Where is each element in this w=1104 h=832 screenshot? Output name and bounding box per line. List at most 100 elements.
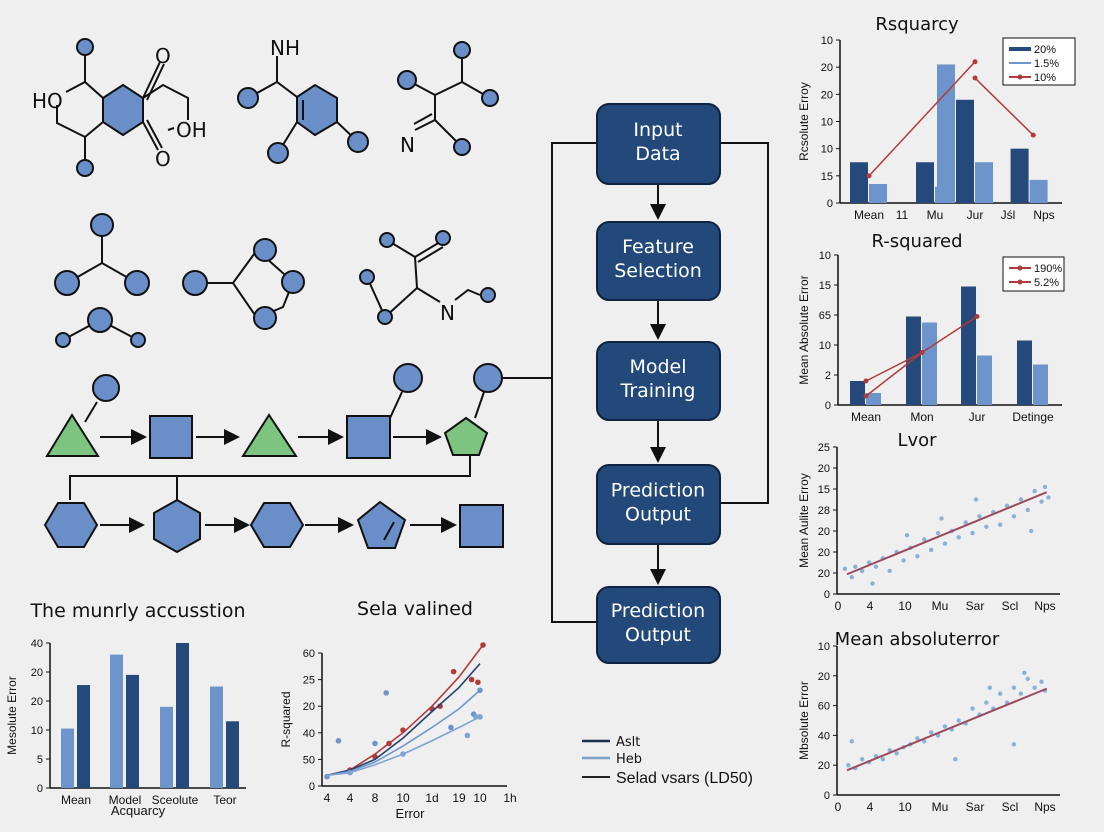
y-tick-label: 0 [824,589,830,601]
bar [937,64,955,203]
bar [961,286,976,405]
bar [866,393,881,405]
scatter-point [970,530,975,536]
x-tick-label: Mean [854,208,884,222]
scatter-point [849,739,854,744]
line-marker [450,668,457,675]
legend-label: 190% [1034,263,1062,275]
x-tick-label: 11 [896,208,909,222]
line-marker [468,676,475,683]
scatter-point [956,535,961,540]
scatter-point [1032,685,1037,690]
y-tick-label: 20 [31,667,43,679]
chart-title: The munrly accusstion [29,600,245,622]
y-axis-label: Rcsolute Erroy [797,82,811,161]
x-tick-label: Sceolute [152,793,199,807]
scatter-point [870,581,875,586]
x-tick-label: 0 [835,599,842,613]
chart-c2: R-squared 0 2 10 65 15 10 Mean Absolute Error Me… [797,231,1065,424]
scatter-point [859,757,865,762]
y-tick-label: 15 [819,280,831,292]
y-tick-label: 65 [819,310,831,322]
scatter-point [935,530,941,536]
flow-box [596,103,721,185]
y-tick-label: 25 [303,675,315,687]
x-tick-label: 4 [347,791,354,805]
y-tick-label: 0 [824,790,830,802]
legend-label: 5.2% [1034,277,1059,289]
atom-label: O [155,147,171,171]
scatter-point [887,568,892,574]
y-tick-label: 10 [821,35,833,47]
y-tick-label: 0 [309,781,315,793]
line-marker [464,732,471,739]
scatter-point [922,739,927,744]
legend-marker [1017,265,1023,271]
y-tick-label: 10 [818,641,830,653]
y-tick-label: 5 [37,754,43,766]
scatter-point [963,520,968,525]
bar [850,381,865,405]
line-marker [400,751,406,757]
x-tick-label: 1d [425,791,438,805]
x-tick-label: Mu [932,800,949,814]
x-axis-label: Acquarcy [111,803,166,818]
line-marker [866,173,872,179]
chart-title: Sela valined [357,598,473,620]
x-tick-label: Mon [910,410,933,424]
x-tick-label: Nps [1033,208,1054,222]
scatter-point [880,757,886,762]
scatter-point [853,564,858,569]
y-tick-label: 10 [819,340,831,352]
legend-box [1002,37,1076,86]
scatter-point [987,685,992,690]
scatter-point [956,718,961,723]
y-tick-label: 40 [303,728,315,740]
x-tick-label: 4 [324,791,331,805]
y-tick-label: 10 [821,117,833,129]
flow-step-label: Data [635,143,680,165]
line-marker [448,724,454,731]
y-axis-label: Mbsolute Error [797,681,811,760]
x-tick-label: Sar [966,800,985,814]
flow-step-label: Prediction [611,480,705,502]
x-tick-label: Mean [851,410,881,424]
molecule-3 [397,41,499,156]
bar [77,685,90,788]
scatter-point [1032,488,1037,494]
x-tick-label: 10 [473,791,487,805]
y-tick-label: 50 [303,754,315,766]
flow-step-label: Model [629,356,686,378]
scatter-point [915,736,920,741]
bar [1033,364,1048,405]
y-axis-label: Mean Absolute Error [797,275,811,384]
y-tick-label: 20 [818,463,830,475]
scatter-point [846,763,851,768]
scatter-point [1039,679,1044,684]
scatter-point [1004,503,1010,508]
scatter-point [873,564,879,569]
y-tick-label: 40 [31,638,43,650]
scatter-point [1011,685,1017,690]
atom-label: O [155,44,171,68]
y-tick-label: 10 [31,725,43,737]
y-tick-label: 0 [825,400,831,412]
legend-label: 10% [1034,72,1056,84]
flow-step-label: Output [625,624,691,646]
y-tick-label: 20 [818,526,830,538]
scatter-point [901,558,906,563]
molecule-1 [56,38,189,177]
chart-c3: Lvor 0 20 20 20 28 15 20 25 Mean Aulite Erroy 0 4 10… [797,430,1060,613]
scatter-point [1025,507,1030,513]
x-tick-label: 19 [452,791,466,805]
atom-label: OH [176,118,207,142]
scatter-point [928,547,934,553]
y-tick-label: 15 [821,171,833,183]
y-tick-label: 20 [821,62,833,74]
line-marker [480,642,486,648]
scatter-point [953,757,958,762]
bar [916,162,934,203]
